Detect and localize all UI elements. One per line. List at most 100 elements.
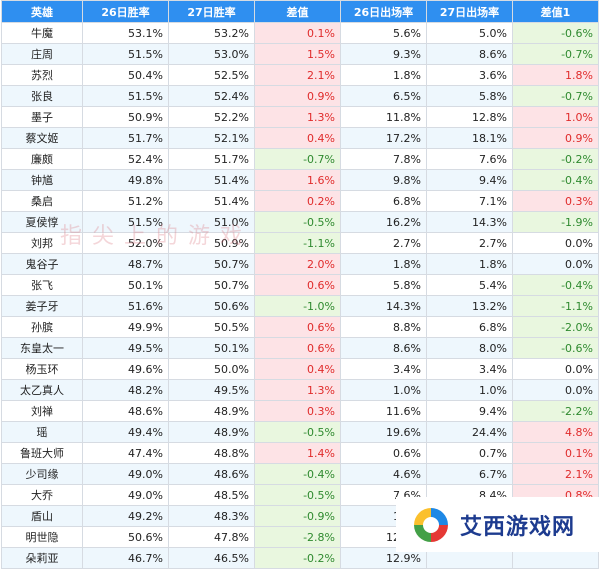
wr27-cell: 48.9% xyxy=(168,421,255,443)
pr26-cell: 8.8% xyxy=(340,316,427,338)
wr26-cell: 49.4% xyxy=(82,421,169,443)
pr27-cell: 5.8% xyxy=(426,85,513,107)
table-row[interactable]: 夏侯惇 51.5% 51.0% -0.5% 16.2% 14.3% -1.9% xyxy=(1,211,599,233)
table-row[interactable]: 墨子 50.9% 52.2% 1.3% 11.8% 12.8% 1.0% xyxy=(1,106,599,128)
table-row[interactable]: 庄周 51.5% 53.0% 1.5% 9.3% 8.6% -0.7% xyxy=(1,43,599,65)
pr26-cell: 9.8% xyxy=(340,169,427,191)
table-row[interactable]: 苏烈 50.4% 52.5% 2.1% 1.8% 3.6% 1.8% xyxy=(1,64,599,86)
wr27-cell: 50.7% xyxy=(168,253,255,275)
pr27-cell: 2.7% xyxy=(426,232,513,254)
wr27-cell: 52.5% xyxy=(168,64,255,86)
wr26-cell: 52.0% xyxy=(82,232,169,254)
header-diff[interactable]: 差值 xyxy=(254,0,341,23)
hero-name-cell: 杨玉环 xyxy=(1,358,83,380)
diff-cell: -1.0% xyxy=(254,295,341,317)
diff-cell: 0.4% xyxy=(254,127,341,149)
table-row[interactable]: 东皇太一 49.5% 50.1% 0.6% 8.6% 8.0% -0.6% xyxy=(1,337,599,359)
pr26-cell: 4.6% xyxy=(340,463,427,485)
table-row[interactable]: 桑启 51.2% 51.4% 0.2% 6.8% 7.1% 0.3% xyxy=(1,190,599,212)
wr26-cell: 49.6% xyxy=(82,358,169,380)
pr27-cell: 6.7% xyxy=(426,463,513,485)
pr27-cell: 8.0% xyxy=(426,337,513,359)
pr27-cell: 5.4% xyxy=(426,274,513,296)
diff1-cell: 1.0% xyxy=(512,106,599,128)
diff-cell: 1.6% xyxy=(254,169,341,191)
wr26-cell: 50.4% xyxy=(82,64,169,86)
diff1-cell: 0.9% xyxy=(512,127,599,149)
pr26-cell: 1.8% xyxy=(340,253,427,275)
wr27-cell: 51.7% xyxy=(168,148,255,170)
hero-name-cell: 牛魔 xyxy=(1,22,83,44)
wr26-cell: 51.5% xyxy=(82,211,169,233)
wr27-cell: 52.1% xyxy=(168,127,255,149)
table-row[interactable]: 鲁班大师 47.4% 48.8% 1.4% 0.6% 0.7% 0.1% xyxy=(1,442,599,464)
wr26-cell: 52.4% xyxy=(82,148,169,170)
pr26-cell: 1.0% xyxy=(340,379,427,401)
header-pr27[interactable]: 27日出场率 xyxy=(426,0,513,23)
wr26-cell: 47.4% xyxy=(82,442,169,464)
pr26-cell: 0.6% xyxy=(340,442,427,464)
diff1-cell: -0.6% xyxy=(512,22,599,44)
table-row[interactable]: 杨玉环 49.6% 50.0% 0.4% 3.4% 3.4% 0.0% xyxy=(1,358,599,380)
diff1-cell: 0.0% xyxy=(512,232,599,254)
hero-name-cell: 姜子牙 xyxy=(1,295,83,317)
table-row[interactable]: 鬼谷子 48.7% 50.7% 2.0% 1.8% 1.8% 0.0% xyxy=(1,253,599,275)
hero-name-cell: 鬼谷子 xyxy=(1,253,83,275)
table-row[interactable]: 少司缘 49.0% 48.6% -0.4% 4.6% 6.7% 2.1% xyxy=(1,463,599,485)
table-row[interactable]: 钟馗 49.8% 51.4% 1.6% 9.8% 9.4% -0.4% xyxy=(1,169,599,191)
table-row[interactable]: 刘禅 48.6% 48.9% 0.3% 11.6% 9.4% -2.2% xyxy=(1,400,599,422)
wr26-cell: 51.2% xyxy=(82,190,169,212)
wr26-cell: 50.9% xyxy=(82,106,169,128)
table-row[interactable]: 瑶 49.4% 48.9% -0.5% 19.6% 24.4% 4.8% xyxy=(1,421,599,443)
diff-cell: 1.3% xyxy=(254,106,341,128)
wr26-cell: 49.8% xyxy=(82,169,169,191)
table-row[interactable]: 张良 51.5% 52.4% 0.9% 6.5% 5.8% -0.7% xyxy=(1,85,599,107)
site-logo[interactable]: 艾西游戏网 xyxy=(396,497,600,552)
hero-name-cell: 桑启 xyxy=(1,190,83,212)
header-wr27[interactable]: 27日胜率 xyxy=(168,0,255,23)
pr27-cell: 3.6% xyxy=(426,64,513,86)
pr27-cell: 9.4% xyxy=(426,169,513,191)
diff-cell: 1.3% xyxy=(254,379,341,401)
diff1-cell: 4.8% xyxy=(512,421,599,443)
game-logo-icon xyxy=(414,507,448,542)
table-row[interactable]: 孙膑 49.9% 50.5% 0.6% 8.8% 6.8% -2.0% xyxy=(1,316,599,338)
table-row[interactable]: 张飞 50.1% 50.7% 0.6% 5.8% 5.4% -0.4% xyxy=(1,274,599,296)
header-row: 英雄 26日胜率 27日胜率 差值 26日出场率 27日出场率 差值1 xyxy=(1,0,599,23)
wr27-cell: 52.2% xyxy=(168,106,255,128)
diff-cell: 0.6% xyxy=(254,274,341,296)
table-row[interactable]: 蔡文姬 51.7% 52.1% 0.4% 17.2% 18.1% 0.9% xyxy=(1,127,599,149)
pr26-cell: 9.3% xyxy=(340,43,427,65)
diff-cell: 2.1% xyxy=(254,64,341,86)
diff1-cell: 0.1% xyxy=(512,442,599,464)
table-body: 牛魔 53.1% 53.2% 0.1% 5.6% 5.0% -0.6% 庄周 51.5% 53.0… xyxy=(1,22,599,569)
header-pr26[interactable]: 26日出场率 xyxy=(340,0,427,23)
header-diff1[interactable]: 差值1 xyxy=(512,0,599,23)
header-hero[interactable]: 英雄 xyxy=(1,0,83,23)
pr26-cell: 17.2% xyxy=(340,127,427,149)
table-row[interactable]: 刘邦 52.0% 50.9% -1.1% 2.7% 2.7% 0.0% xyxy=(1,232,599,254)
hero-name-cell: 瑶 xyxy=(1,421,83,443)
diff1-cell: 0.0% xyxy=(512,358,599,380)
diff-cell: -0.5% xyxy=(254,484,341,506)
diff-cell: -2.8% xyxy=(254,526,341,548)
wr27-cell: 53.2% xyxy=(168,22,255,44)
header-wr26[interactable]: 26日胜率 xyxy=(82,0,169,23)
wr26-cell: 50.1% xyxy=(82,274,169,296)
diff-cell: -0.5% xyxy=(254,421,341,443)
wr26-cell: 49.0% xyxy=(82,484,169,506)
hero-name-cell: 钟馗 xyxy=(1,169,83,191)
pr27-cell: 18.1% xyxy=(426,127,513,149)
hero-name-cell: 盾山 xyxy=(1,505,83,527)
table-row[interactable]: 廉颇 52.4% 51.7% -0.7% 7.8% 7.6% -0.2% xyxy=(1,148,599,170)
table-row[interactable]: 太乙真人 48.2% 49.5% 1.3% 1.0% 1.0% 0.0% xyxy=(1,379,599,401)
table-row[interactable]: 牛魔 53.1% 53.2% 0.1% 5.6% 5.0% -0.6% xyxy=(1,22,599,44)
hero-name-cell: 庄周 xyxy=(1,43,83,65)
diff1-cell: 0.0% xyxy=(512,253,599,275)
diff1-cell: 2.1% xyxy=(512,463,599,485)
diff-cell: 0.3% xyxy=(254,400,341,422)
table-row[interactable]: 姜子牙 51.6% 50.6% -1.0% 14.3% 13.2% -1.1% xyxy=(1,295,599,317)
logo-text: 艾西游戏网 xyxy=(460,514,576,540)
wr27-cell: 51.4% xyxy=(168,190,255,212)
pr26-cell: 3.4% xyxy=(340,358,427,380)
